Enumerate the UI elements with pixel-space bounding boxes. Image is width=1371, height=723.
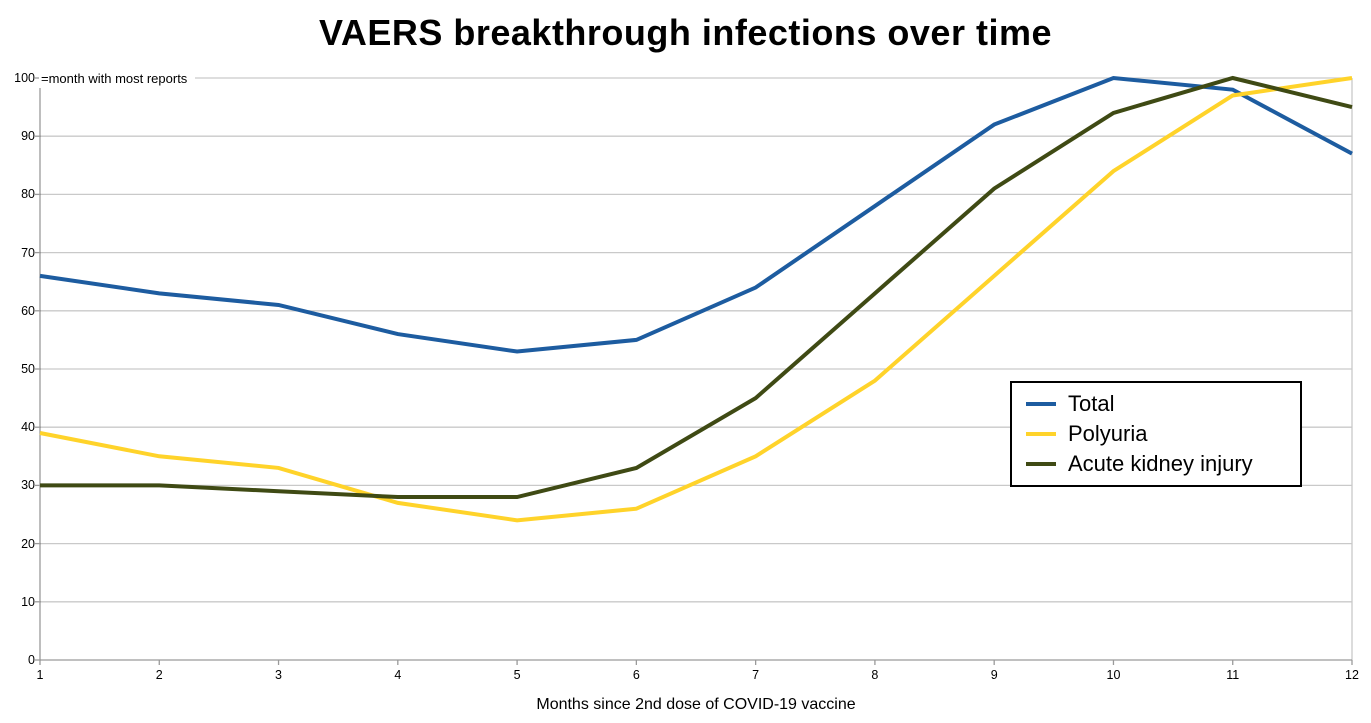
x-tick-label-11: 11: [1226, 668, 1240, 682]
y-tick-label-0: 0: [28, 653, 35, 667]
x-tick-label-7: 7: [752, 668, 760, 682]
series-line-polyuria: [39, 76, 1353, 523]
x-tick-label-5: 5: [513, 668, 521, 682]
legend-item-acute-kidney-injury: Acute kidney injury: [1012, 449, 1300, 479]
series-line-acute-kidney-injury: [40, 75, 1353, 500]
y-tick-label-80: 80: [21, 187, 35, 202]
x-tick-label-3: 3: [275, 668, 282, 682]
series-line-total: [39, 75, 1353, 354]
y-tick-label-30: 30: [21, 478, 35, 493]
y-tick-label-10: 10: [21, 594, 35, 609]
legend-swatch-polyuria: [1026, 432, 1056, 436]
legend-label: Total: [1068, 391, 1115, 416]
x-axis-title: Months since 2nd dose of COVID-19 vaccin…: [536, 696, 856, 713]
y-tick-label-50: 50: [21, 362, 35, 376]
x-tick-label-12: 12: [1345, 668, 1359, 682]
y-tick-label-60: 60: [21, 303, 35, 318]
x-tick-label-2: 2: [155, 668, 163, 682]
chart-title: VAERS breakthrough infections over time: [319, 12, 1052, 53]
x-tick-label-1: 1: [36, 668, 44, 682]
y-tick-label-90: 90: [21, 129, 35, 144]
y-tick-label-40: 40: [21, 420, 35, 435]
legend-item-total: Total: [1012, 389, 1300, 419]
y-tick-label-70: 70: [21, 245, 35, 260]
x-tick-label-4: 4: [394, 668, 402, 682]
x-tick-label-8: 8: [871, 668, 879, 682]
legend: Total Polyuria Acute kidney injury: [1010, 381, 1302, 487]
legend-item-polyuria: Polyuria: [1012, 419, 1300, 449]
legend-swatch-total: [1026, 402, 1056, 406]
legend-label: Acute kidney injury: [1068, 451, 1253, 476]
x-tick-label-9: 9: [990, 668, 998, 682]
legend-swatch-acute-kidney-injury: [1026, 462, 1056, 466]
y-tick-label-100: 100: [14, 71, 35, 85]
x-tick-label-10: 10: [1106, 668, 1121, 682]
chart-annotation: =month with most reports: [39, 71, 196, 88]
legend-label: Polyuria: [1068, 421, 1148, 446]
x-tick-label-6: 6: [632, 668, 640, 682]
y-tick-label-20: 20: [21, 536, 35, 551]
